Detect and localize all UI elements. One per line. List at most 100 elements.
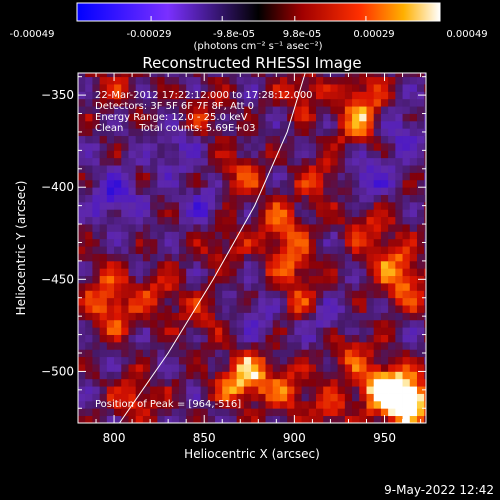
colorbar: -0.00049 -0.00029 -9.8e-05 9.8e-05 0.000… [10,2,488,52]
heatmap-cell [251,283,259,291]
heatmap-cell [258,120,266,129]
heatmap-cell [222,216,230,225]
heatmap-cell [222,187,230,195]
heatmap-cell [193,260,202,269]
heatmap-cell [279,209,288,218]
heatmap-cell [316,128,324,137]
heatmap-cell [251,260,259,269]
heatmap-cell [395,143,403,151]
heatmap-cell [265,76,274,85]
heatmap-cell [352,364,360,372]
heatmap-cell [92,150,101,159]
heatmap-cell [106,386,115,394]
heatmap-cell [416,386,425,394]
heatmap-cell [157,253,165,262]
heatmap-cell [287,165,295,173]
heatmap-cell [279,386,288,394]
heatmap-cell [92,400,101,409]
heatmap-cell [330,91,339,100]
heatmap-cell [388,408,396,417]
heatmap-cell [279,224,288,232]
heatmap-cell [323,290,331,299]
heatmap-cell [171,246,180,254]
heatmap-cell [352,98,360,107]
heatmap-cell [337,98,346,107]
heatmap-cell [243,260,252,269]
heatmap-cell [258,327,266,335]
heatmap-cell [316,400,324,409]
heatmap-cell [258,290,266,299]
heatmap-cell [215,135,223,144]
heatmap-cell [142,260,151,269]
heatmap-cell [316,415,324,423]
heatmap-cell [251,253,259,262]
heatmap-cell [380,378,389,387]
heatmap-cell [258,378,266,387]
heatmap-cell [229,84,238,92]
heatmap-cell [222,400,230,409]
heatmap-cell [135,143,144,151]
heatmap-cell [142,165,151,173]
heatmap-cell [186,201,194,210]
heatmap-cell [171,386,180,394]
heatmap-cell [229,150,238,159]
heatmap-cell [92,283,101,291]
heatmap-cell [157,98,165,107]
heatmap-cell [279,120,288,129]
heatmap-cell [366,76,375,85]
heatmap-cell [258,231,266,240]
heatmap-cell [207,378,216,387]
heatmap-cell [287,415,295,423]
heatmap-cell [186,216,194,225]
heatmap-cell [251,135,259,144]
heatmap-cell [222,319,230,328]
heatmap-cell [99,165,108,173]
heatmap-cell [380,364,389,372]
heatmap-cell [207,128,216,137]
heatmap-cell [106,275,115,284]
heatmap-cell [85,260,93,269]
heatmap-cell [251,268,259,277]
heatmap-cell [380,371,389,380]
heatmap-cell [301,224,310,232]
heatmap-cell [258,194,266,203]
heatmap-cell [135,157,144,166]
heatmap-cell [157,334,165,343]
heatmap-cell [135,113,144,122]
y-tick-labels: −350−400−450−500 [41,88,74,378]
heatmap-cell [352,283,360,291]
heatmap-cell [395,371,403,380]
heatmap-cell [402,349,411,358]
heatmap-cell [373,201,382,210]
heatmap-cell [121,201,129,210]
heatmap-cell [316,408,324,417]
heatmap-cell [164,143,173,151]
annotation-detectors: Detectors: 3F 5F 6F 7F 8F, Att 0 [95,101,254,112]
heatmap-cell [171,268,180,277]
heatmap-cell [409,150,418,159]
heatmap-cell [193,113,202,122]
heatmap-cell [78,319,86,328]
heatmap-cell [265,290,274,299]
heatmap-cell [171,113,180,122]
heatmap-cell [128,216,137,225]
heatmap-cell [78,341,86,350]
heatmap-cell [373,209,382,218]
heatmap-cell [236,143,245,151]
heatmap-cell [121,73,129,78]
heatmap-cell [337,393,346,402]
heatmap-cell [243,268,252,277]
heatmap-cell [337,364,346,372]
heatmap-cell [114,73,122,78]
heatmap-cell [272,231,281,240]
heatmap-cell [308,327,317,335]
y-tick-label: −400 [41,180,74,194]
heatmap-cell [92,91,101,100]
heatmap-cell [106,150,115,159]
heatmap-cell [416,290,425,299]
heatmap-cell [222,356,230,365]
heatmap-cell [142,224,151,232]
heatmap-cell [222,283,230,291]
heatmap-cell [128,224,137,232]
heatmap-cell [409,371,418,380]
